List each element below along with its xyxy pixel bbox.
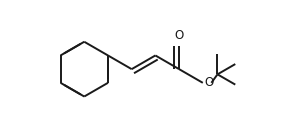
Text: O: O: [174, 29, 184, 42]
Text: O: O: [204, 76, 214, 89]
